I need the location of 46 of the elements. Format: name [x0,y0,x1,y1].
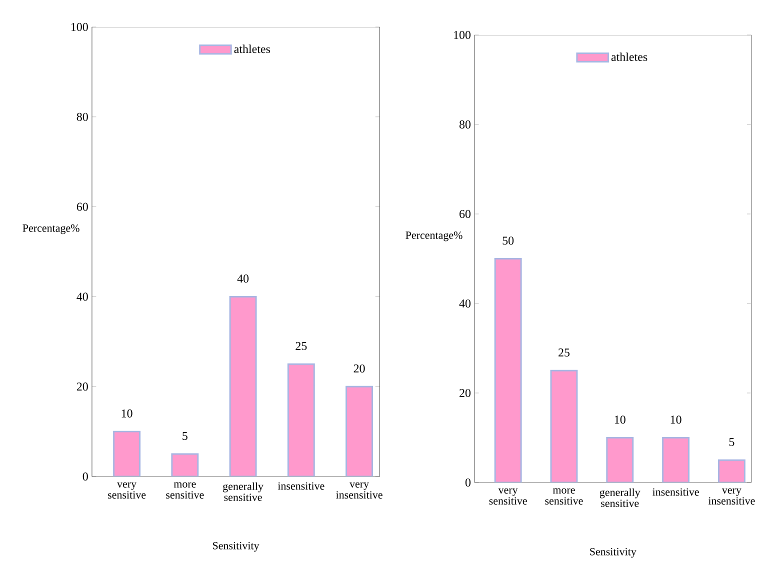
x-tick-label: generally sensitive [223,482,264,501]
y-tick-label: 100 [71,22,88,31]
data-label: 10 [670,415,682,424]
data-label: 5 [182,432,188,440]
y-tick-label: 20 [76,382,88,390]
data-label: 40 [237,274,249,282]
bar [494,258,522,482]
y-tick-label: 0 [82,472,88,480]
y-tick-label: 40 [76,292,88,301]
y-tick-label: 40 [459,299,471,308]
bar [113,430,141,476]
y-axis-title: Percentage% [406,231,462,241]
data-label: 10 [614,415,626,424]
y-axis-title: Percentage% [22,224,80,234]
bar [550,370,578,482]
x-axis-title: Sensitivity [213,542,260,552]
bar [662,436,690,482]
x-tick-label: very sensitive [108,482,146,498]
legend-label: athletes [234,44,270,53]
x-tick-label: insensitive [278,482,324,490]
y-tick-label: 80 [459,120,471,128]
bar [229,296,257,476]
y-tick-label: 60 [76,202,88,211]
y-tick-label: 20 [460,388,471,397]
x-tick-label: insensitive [652,488,699,496]
data-label: 50 [502,236,514,244]
x-axis-title: Sensitivity [590,548,636,558]
data-label: 20 [354,364,365,372]
legend-label: athletes [611,52,648,61]
y-tick-label: 80 [76,112,88,121]
x-tick-label: very sensitive [489,488,527,504]
y-tick-label: 0 [465,478,471,486]
x-tick-label: more sensitive [545,488,583,504]
x-tick-label: generally sensitive [600,488,640,507]
y-tick-label: 60 [460,210,471,218]
data-label: 5 [729,438,734,446]
data-label: 10 [122,409,132,418]
x-tick-label: more sensitive [166,482,204,498]
x-tick-label: very insensitive [336,482,382,498]
x-tick-label: very insensitive [708,488,755,504]
bar [346,386,374,476]
y-tick-label: 100 [454,30,471,39]
data-label: 25 [296,342,307,350]
bar [606,436,634,482]
data-label: 25 [558,348,570,356]
bar [287,363,315,476]
